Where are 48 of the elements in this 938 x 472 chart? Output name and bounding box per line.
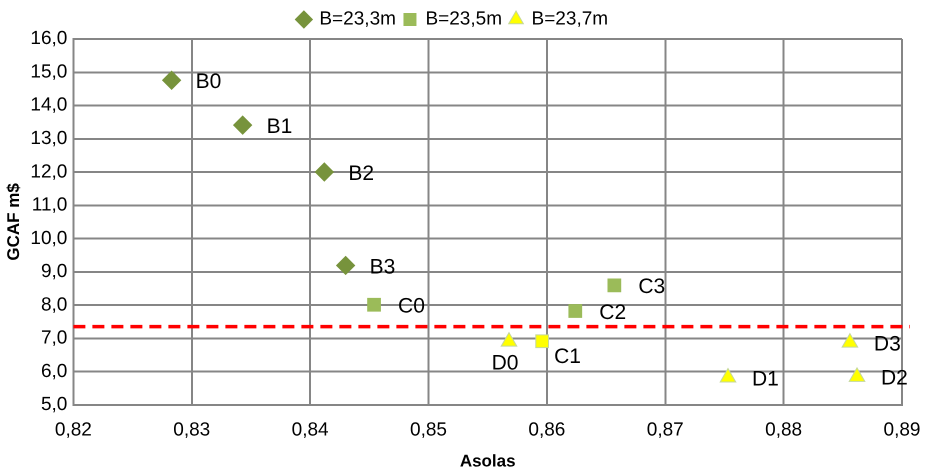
x-tick-label: 0,82 <box>54 419 92 440</box>
x-tick-label: 0,86 <box>528 419 566 440</box>
y-tick-label: 9,0 <box>40 261 68 282</box>
y-tick-label: 6,0 <box>40 360 68 382</box>
annotation: D3 <box>874 332 901 356</box>
y-tick-label: 13,0 <box>30 128 68 149</box>
annotation: D0 <box>492 351 518 374</box>
point <box>720 368 736 383</box>
annotation: C2 <box>599 300 626 324</box>
point <box>842 333 858 348</box>
x-tick-label: 0,89 <box>884 419 920 440</box>
annotation: C1 <box>554 345 581 368</box>
legend-label: B=23,5m <box>425 8 502 30</box>
y-tick-label: 12,0 <box>30 161 68 182</box>
y-tick-label: 14,0 <box>30 94 68 116</box>
x-tick-label: 0,84 <box>292 419 330 440</box>
y-tick-label: 8,0 <box>40 294 68 316</box>
point <box>233 116 252 135</box>
y-tick-label: 5,0 <box>40 394 68 416</box>
y-axis-title: GCAF m$ <box>4 182 23 261</box>
point <box>336 256 356 275</box>
x-tick-label: 0,87 <box>646 419 684 440</box>
y-tick-label: 10,0 <box>30 228 68 249</box>
y-tick-label: 15,0 <box>30 61 68 82</box>
annotation: D1 <box>752 367 779 390</box>
legend-label: B=23,3m <box>319 8 396 30</box>
legend-label: B=23,7m <box>532 8 608 30</box>
point <box>367 298 381 312</box>
annotation: B1 <box>266 114 292 138</box>
point <box>607 278 622 292</box>
point <box>500 332 518 347</box>
y-tick-label: 11,0 <box>32 194 68 216</box>
annotation: B2 <box>348 162 374 185</box>
point <box>848 367 866 382</box>
x-tick-label: 0,88 <box>765 419 802 440</box>
point <box>314 162 334 182</box>
point <box>162 70 182 90</box>
x-tick-label: 0,83 <box>173 419 210 440</box>
x-tick-label: 0,85 <box>410 419 447 440</box>
annotation: D2 <box>881 366 908 390</box>
annotation: C0 <box>398 294 425 318</box>
point <box>568 304 582 318</box>
y-tick-label: 16,0 <box>30 28 68 50</box>
x-axis-title: Asolas <box>460 451 516 470</box>
annotation: C3 <box>638 275 666 298</box>
annotation: B3 <box>370 255 396 278</box>
annotation: B0 <box>196 70 222 94</box>
y-tick-label: 7,0 <box>40 328 68 349</box>
